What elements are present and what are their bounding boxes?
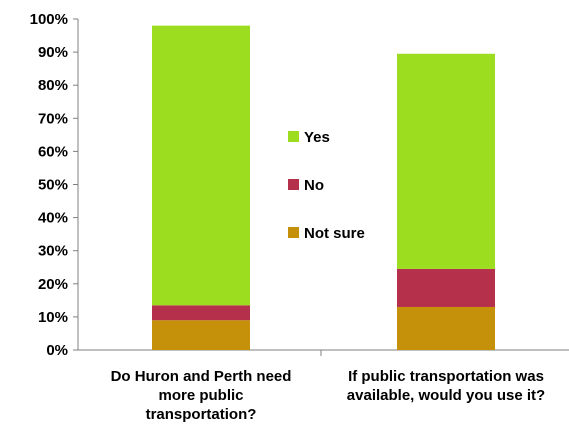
- y-tick-label: 90%: [38, 44, 68, 61]
- y-tick-label: 50%: [38, 177, 68, 194]
- y-tick-label: 100%: [30, 11, 68, 28]
- y-tick-label: 40%: [38, 210, 68, 227]
- y-tick-label: 60%: [38, 143, 68, 160]
- legend-swatch: [288, 131, 299, 142]
- y-tick-label: 20%: [38, 276, 68, 293]
- legend-label: No: [304, 177, 324, 194]
- y-tick-label: 30%: [38, 243, 68, 260]
- bar-segment-not-sure: [397, 307, 495, 350]
- bar-segment-yes: [397, 54, 495, 269]
- x-category-label: available, would you use it?: [347, 387, 545, 404]
- x-category-label: more public: [158, 387, 243, 404]
- y-tick-label: 10%: [38, 309, 68, 326]
- y-tick-label: 80%: [38, 77, 68, 94]
- x-category-label: Do Huron and Perth need: [111, 368, 292, 385]
- x-category-label: If public transportation was: [348, 368, 544, 385]
- bar-segment-no: [397, 269, 495, 307]
- legend-label: Yes: [304, 129, 330, 146]
- legend-swatch: [288, 179, 299, 190]
- legend-swatch: [288, 227, 299, 238]
- category-labels: Do Huron and Perth need more public transp…: [111, 368, 546, 423]
- bar-segment-no: [152, 305, 250, 320]
- legend-label: Not sure: [304, 225, 365, 242]
- x-category-label: transportation?: [146, 406, 257, 423]
- bar-segment-yes: [152, 26, 250, 306]
- legend: Yes No Not sure: [288, 129, 365, 242]
- bar-segment-not-sure: [152, 320, 250, 350]
- y-tick-label: 70%: [38, 110, 68, 127]
- y-tick-label: 0%: [46, 342, 68, 359]
